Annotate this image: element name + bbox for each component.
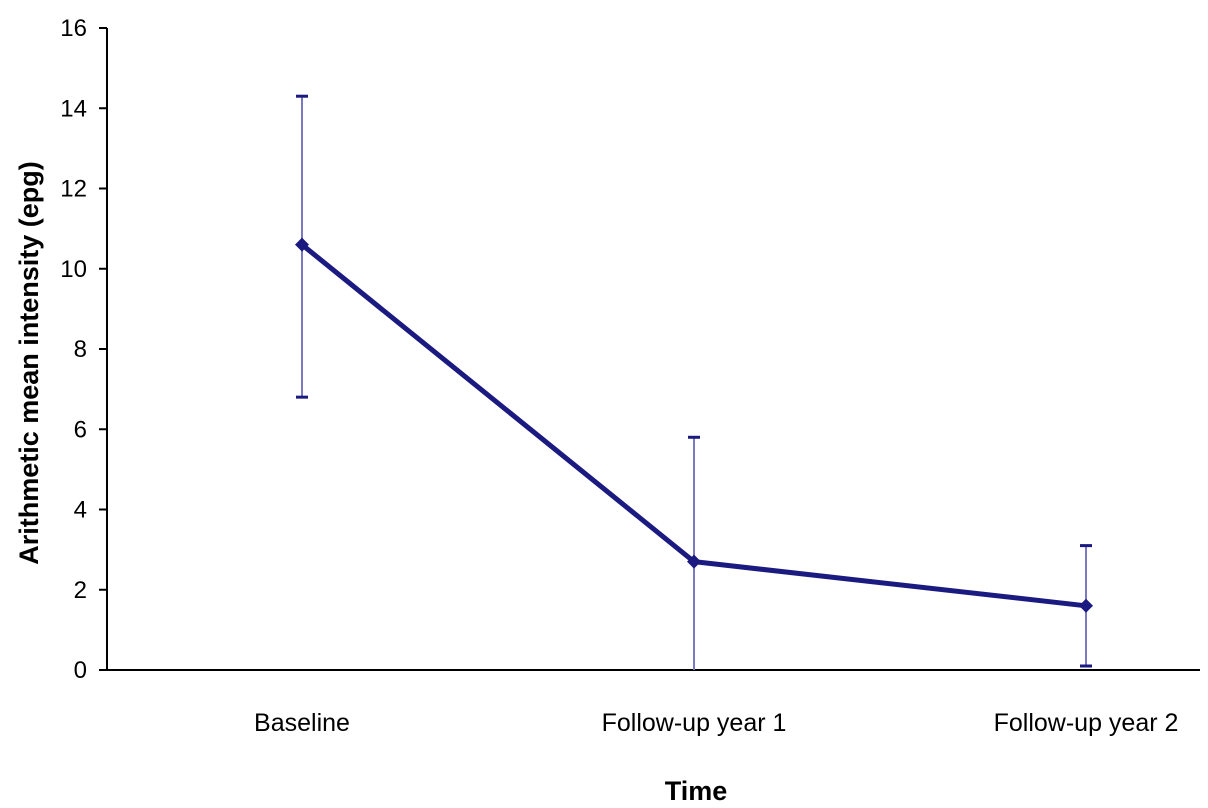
y-tick-label: 6 [74,416,87,443]
data-point [295,237,309,252]
y-tick-label: 4 [74,497,87,524]
data-point [687,554,701,569]
y-tick-label: 12 [60,176,87,203]
x-axis-categories: Baseline Follow-up year 1 Follow-up year 2 [254,709,1178,737]
x-category-label: Baseline [254,709,350,737]
y-tick-label: 16 [60,15,87,42]
y-tick-label: 2 [74,577,87,604]
x-axis-title: Time [665,776,728,806]
y-tick-label: 14 [60,95,87,122]
x-category-label: Follow-up year 1 [602,709,787,737]
y-tick-label: 0 [74,657,87,684]
chart-axes [106,28,1200,671]
y-axis-title: Arithmetic mean intensity (epg) [14,161,44,565]
y-axis-ticks: 0 2 4 6 8 10 12 14 16 [60,15,107,684]
x-category-label: Follow-up year 2 [994,709,1179,737]
series-group [295,237,1093,613]
data-point [1079,598,1093,613]
error-bars [296,94,1092,670]
y-tick-label: 8 [74,336,87,363]
y-tick-label: 10 [60,256,87,283]
